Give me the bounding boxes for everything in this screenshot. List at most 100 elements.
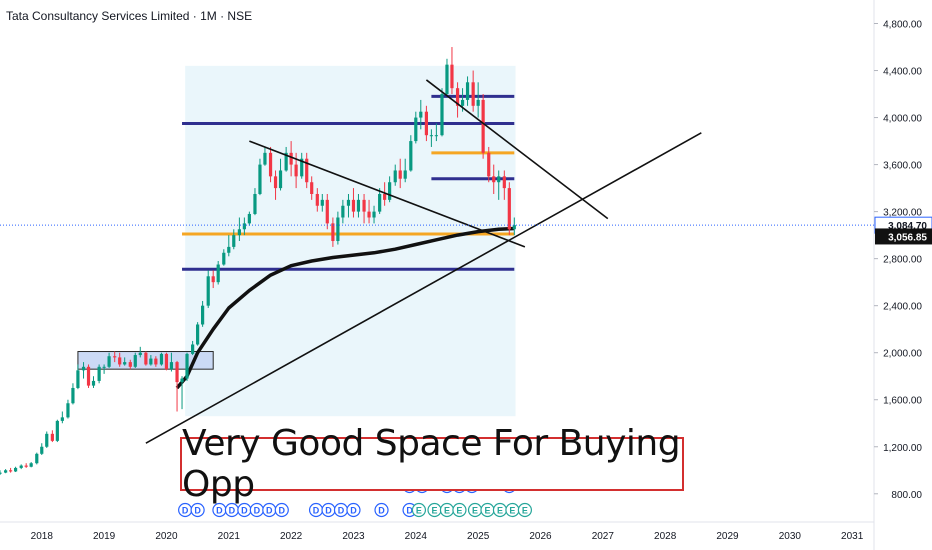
candle-body [414,117,418,142]
candle-body [325,199,329,224]
candle-body [107,356,111,367]
candle-body [180,378,184,383]
dividend-marker[interactable]: D [190,502,205,518]
trendline [249,140,526,248]
earnings-marker-label: E [444,506,450,516]
candle [13,466,18,473]
candle [455,82,460,118]
candle [465,76,470,106]
candle [476,82,480,118]
time-tick-label: 2027 [592,531,615,542]
candle [159,352,164,366]
candle [284,146,288,172]
dividend-marker-label: D [406,506,413,516]
dividend-marker-label: D [182,506,189,516]
candle-body [512,225,516,230]
price-tick-label: 2,000.00 [883,349,922,360]
dividend-marker-label: D [216,506,223,516]
candle-body [113,356,117,358]
time-tick-label: 2023 [342,531,365,542]
candle-body [118,357,122,365]
dividend-marker[interactable]: D [249,502,264,518]
earnings-marker[interactable]: E [452,502,467,518]
candle [133,352,137,368]
earnings-marker-label: E [484,506,490,516]
time-tick-label: 2019 [93,531,116,542]
candle-body [133,355,137,367]
symbol-title: Tata Consultancy Services Limited · 1M ·… [6,9,253,23]
earnings-marker[interactable]: E [492,502,508,518]
candle-body [216,264,220,283]
candle [185,352,189,381]
candle-body [403,170,407,179]
candle-body [409,141,413,171]
dividend-marker[interactable]: D [224,502,240,518]
candle-body [35,453,39,464]
candle [487,146,491,183]
time-axis[interactable]: 2018 2019 2020 2021 2022 2023 2024 2025 2026 2027… [0,521,874,542]
candle [512,217,516,236]
candle [378,188,382,214]
dividend-marker[interactable]: D [262,502,277,518]
candle-body [487,152,491,177]
candle-body [144,352,148,365]
candle-body [434,135,438,137]
earnings-marker[interactable]: E [517,502,532,518]
candle-body [284,152,288,171]
candle-body [362,199,366,212]
candle-body [86,366,91,386]
dividend-marker[interactable]: D [321,502,336,518]
candle-body [305,158,309,183]
candle-body [393,170,397,183]
price-axis[interactable]: 800.00 1,200.00 1,600.00 2,000.00 2,400.00 2,… [873,0,922,550]
candle [445,58,449,97]
earnings-marker[interactable]: E [480,502,495,518]
candle [227,235,231,257]
dividend-marker[interactable]: D [178,502,193,518]
candle [71,383,75,405]
earnings-marker-circle [452,502,467,518]
earnings-marker[interactable]: E [467,502,483,518]
earnings-marker[interactable]: E [427,502,442,518]
candle-body [476,99,480,106]
candle-body [71,387,75,404]
dividend-marker[interactable]: D [274,502,289,518]
candle [362,193,366,224]
candle-body [29,463,33,467]
candle-body [419,111,423,118]
candle-body [383,193,387,200]
candle-body [398,170,402,179]
earnings-marker[interactable]: E [439,502,455,518]
trendlines-layer [145,79,702,444]
candle-body [4,470,8,473]
candle-body [76,370,80,388]
dividend-marker[interactable]: D [308,502,324,518]
earnings-marker[interactable]: E [505,502,520,518]
candle [97,364,101,384]
earnings-marker[interactable]: E [411,502,427,518]
candle [107,352,111,368]
candle [497,170,501,200]
dividend-marker[interactable]: D [374,502,389,518]
dividend-marker[interactable]: D [237,502,252,518]
candle [66,399,70,419]
earnings-marker-label: E [522,506,528,516]
candle-body [300,158,304,177]
candle-body [206,276,210,306]
price-tick-label: 2,400.00 [883,302,922,313]
time-tick-label: 2026 [529,531,552,542]
candle [367,199,371,224]
price-tick-label: 2,800.00 [883,255,922,266]
candle [263,146,267,166]
candle [403,158,407,183]
candle-body [465,82,470,100]
candle [356,193,361,218]
candle-body [66,403,70,418]
candle-body [258,164,262,194]
dividend-marker-label: D [378,506,385,516]
dividend-marker[interactable]: D [333,502,349,518]
dividend-marker[interactable]: D [346,502,361,518]
candle [273,170,278,200]
candle [242,217,246,236]
dividend-marker[interactable]: D [212,502,227,518]
